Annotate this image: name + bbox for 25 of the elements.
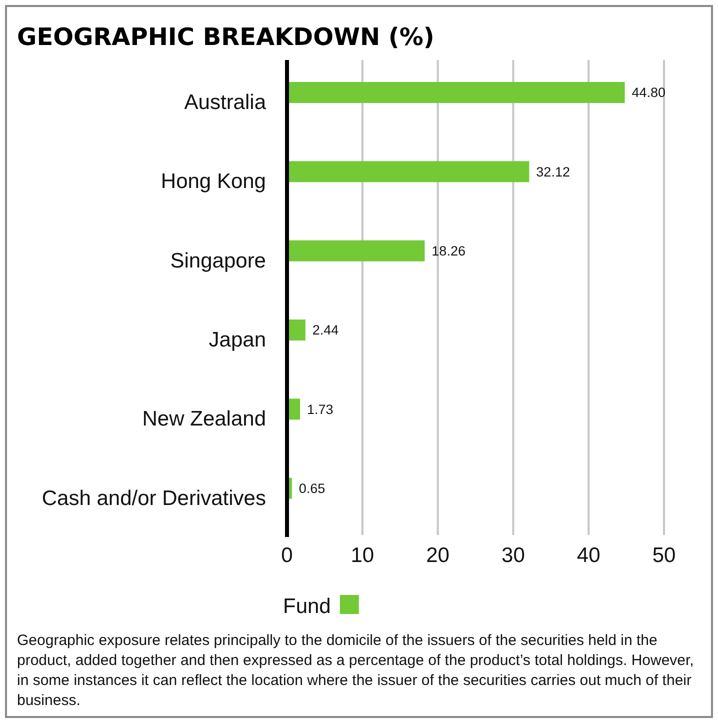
x-tick-label: 30: [502, 544, 525, 567]
y-tick-label: Singapore: [170, 249, 266, 272]
x-tick-label: 40: [576, 544, 600, 567]
data-label: 32.12: [536, 164, 570, 180]
bar: [287, 161, 530, 182]
y-tick-label: Cash and/or Derivatives: [42, 486, 266, 510]
data-label: 0.65: [298, 481, 326, 496]
data-label: 18.26: [432, 244, 466, 259]
y-tick-label: Japan: [208, 328, 266, 352]
x-tick-label: 10: [350, 544, 374, 567]
text: Geographic exposure relates principally to the domicile of the issuers of the securities held in the product, added together and then expressed as a percentage of the product’s total holdings. However, in some instances it can reflect the location where the issuer of the securities carries out much of their business.: [17, 631, 695, 711]
data-label: 2.44: [312, 322, 340, 338]
bar: [287, 320, 306, 340]
y-tick-label: Hong Kong: [160, 170, 266, 194]
x-tick-label: 20: [426, 544, 450, 567]
y-tick-label: Australia: [184, 91, 266, 114]
chart-title: GEOGRAPHIC BREAKDOWN (%): [17, 23, 434, 51]
x-tick-label: 50: [652, 544, 676, 567]
bar: [287, 82, 625, 103]
data-label: 1.73: [307, 402, 334, 417]
bar: [287, 240, 425, 262]
legend-label: Fund: [283, 595, 331, 618]
x-tick-label: 0: [281, 544, 293, 567]
y-tick-label: New Zealand: [142, 408, 266, 431]
data-label: 44.80: [632, 85, 666, 100]
